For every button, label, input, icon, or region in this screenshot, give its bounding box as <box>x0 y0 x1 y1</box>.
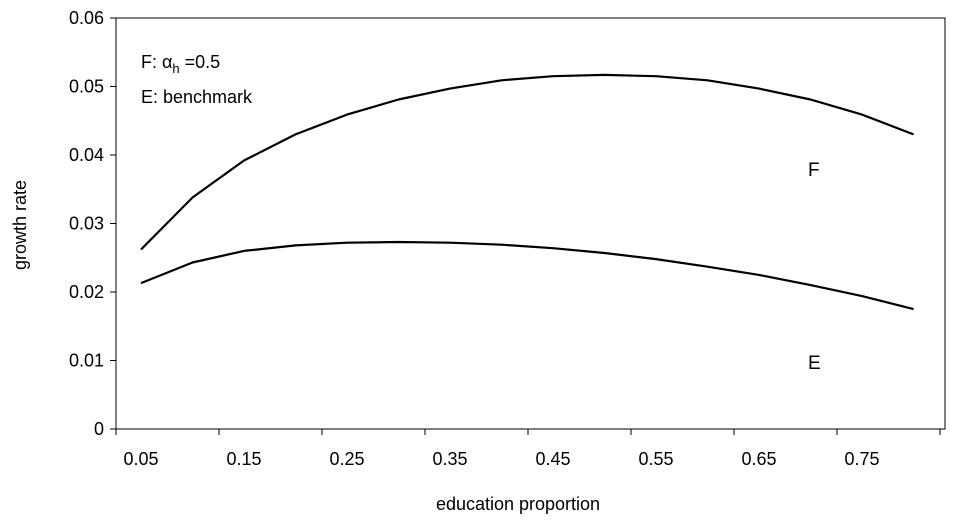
legend-f-suffix: =0.5 <box>180 52 221 72</box>
axes: 0 0.01 0.02 0.03 0.04 0.05 0.06 0.05 0.15 0.25 0.3… <box>69 8 946 469</box>
legend-f-symbol: α <box>162 52 172 72</box>
x-tick-label: 0.45 <box>535 449 570 469</box>
x-tick-label: 0.15 <box>226 449 261 469</box>
legend-entry-e: E: benchmark <box>141 87 253 107</box>
x-tick-label: 0.75 <box>844 449 879 469</box>
y-tick-label: 0.06 <box>69 8 104 28</box>
series-line-e <box>140 240 914 311</box>
y-tick-label: 0 <box>94 419 104 439</box>
legend-f-subscript: h <box>172 61 179 76</box>
x-tick-label: 0.35 <box>432 449 467 469</box>
series-label-e: E <box>808 353 821 374</box>
y-tick-label: 0.01 <box>69 351 104 371</box>
y-tick-label: 0.02 <box>69 282 104 302</box>
x-tick-label: 0.05 <box>123 449 158 469</box>
series-line-f <box>140 73 914 251</box>
series-layer <box>140 73 914 311</box>
legend-entry-f: F: αh =0.5 <box>141 52 220 76</box>
y-tick-label: 0.05 <box>69 77 104 97</box>
x-tick-label: 0.55 <box>638 449 673 469</box>
y-axis-title: growth rate <box>10 180 30 270</box>
legend-f-prefix: F: <box>141 52 162 72</box>
x-axis-title: education proportion <box>436 494 600 514</box>
series-label-f: F <box>808 160 820 181</box>
x-tick-label: 0.25 <box>329 449 364 469</box>
x-tick-label: 0.65 <box>741 449 776 469</box>
legend: F: αh =0.5 E: benchmark <box>141 52 253 107</box>
y-tick-label: 0.03 <box>69 214 104 234</box>
y-tick-label: 0.04 <box>69 145 104 165</box>
